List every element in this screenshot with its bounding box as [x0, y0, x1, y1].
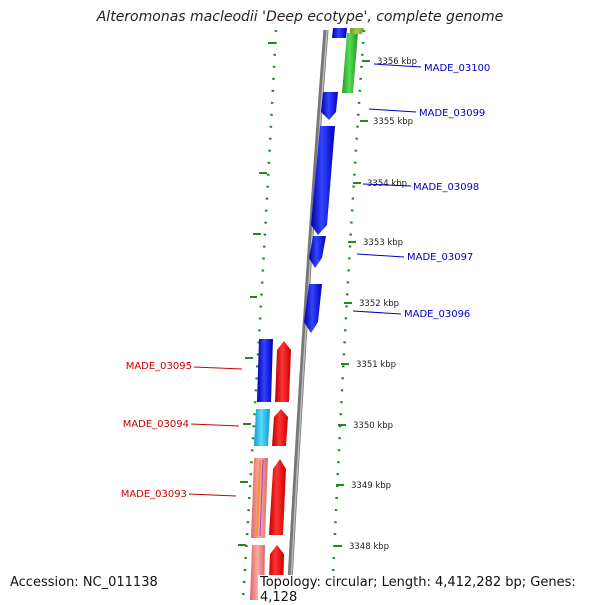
gene-labels-right: MADE_03100 MADE_03099 MADE_03098 MADE_03… [404, 63, 490, 320]
gene-label: MADE_03099 [419, 108, 485, 119]
dotted-track-left [241, 29, 278, 600]
gene-label: MADE_03096 [404, 309, 470, 320]
gene-label: MADE_03098 [413, 182, 479, 193]
accession-text: Accession: NC_011138 [8, 575, 160, 590]
gene-feature-03097 [309, 236, 326, 268]
gene-label: MADE_03095 [126, 361, 192, 372]
rna-feature-1 [275, 341, 291, 402]
gene-feature-03096 [304, 284, 322, 333]
dotted-track-right [330, 29, 366, 600]
gene-label: MADE_03093 [121, 489, 187, 500]
gene-feature-03099 [321, 92, 338, 120]
gene-leaders-left [188, 366, 243, 497]
gene-label: MADE_03097 [407, 252, 473, 263]
tick-label: 3350 kbp [353, 421, 393, 431]
rna-feature-2 [272, 409, 288, 446]
tick-label: 3356 kbp [377, 57, 417, 67]
gene-feature-03094 [254, 409, 270, 446]
left-track-marks [238, 42, 276, 546]
gene-leaders-right [352, 63, 422, 315]
kbp-tick-labels: 3356 kbp 3355 kbp 3354 kbp 3353 kbp 3352… [349, 57, 417, 552]
tick-label: 3348 kbp [349, 542, 389, 552]
gene-feature-top [332, 28, 347, 38]
gene-label: MADE_03094 [123, 419, 189, 430]
tick-label: 3351 kbp [356, 360, 396, 370]
topology-text: Topology: circular; Length: 4,412,282 bp… [258, 575, 600, 605]
tick-label: 3354 kbp [367, 179, 407, 189]
tick-label: 3353 kbp [363, 238, 403, 248]
rna-feature-3 [269, 459, 286, 535]
gene-feature-03095 [257, 339, 273, 402]
tick-label: 3352 kbp [359, 299, 399, 309]
genome-title: Alteromonas macleodii 'Deep ecotype', co… [96, 9, 504, 25]
gene-feature-03098 [311, 126, 335, 235]
gene-label: MADE_03100 [424, 63, 490, 74]
tick-label: 3355 kbp [373, 117, 413, 127]
feature-track-right [304, 28, 364, 333]
tick-label: 3349 kbp [351, 481, 391, 491]
gene-feature-olive [350, 28, 364, 34]
gene-labels-left: MADE_03095 MADE_03094 MADE_03093 [121, 361, 192, 500]
gene-feature-03100 [342, 33, 358, 93]
kbp-ticks [334, 60, 370, 547]
